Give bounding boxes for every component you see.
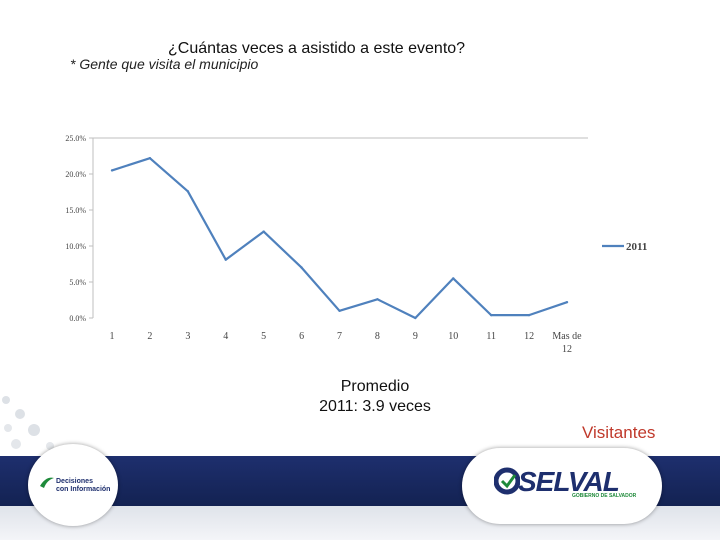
x-tick-label: 6: [299, 331, 304, 342]
data-point: [224, 258, 227, 261]
data-point: [489, 313, 493, 317]
data-point: [565, 300, 569, 304]
y-tick-label: 25.0%: [65, 134, 86, 143]
data-point: [148, 156, 152, 160]
selval-logo-subtext: GOBIERNO DE SALVADOR: [572, 493, 637, 499]
swoosh-icon: [40, 477, 54, 488]
data-point: [527, 313, 531, 317]
logo-left-line-1: Decisiones: [56, 478, 93, 485]
x-tick-label: 7: [337, 331, 342, 342]
selval-logo-text: SELVAL: [518, 466, 620, 497]
slide-subtitle: * Gente que visita el municipio: [70, 56, 259, 72]
line-chart: 0.0%5.0%10.0%15.0%20.0%25.0%1 2 3 4 5 6 7 8 9 10 1…: [65, 134, 647, 355]
series-line-2011: [111, 157, 568, 320]
data-point: [186, 190, 190, 193]
selval-mark-icon: [494, 467, 520, 495]
legend-label: 2011: [626, 241, 647, 253]
x-tick-label: 12: [524, 331, 534, 342]
x-tick-label: 2: [147, 331, 152, 342]
decisiones-logo-text: Decisiones con Información: [56, 478, 110, 494]
data-point: [262, 230, 265, 233]
data-point: [300, 266, 303, 269]
visitors-label: Visitantes: [582, 423, 656, 442]
data-point: [376, 298, 379, 301]
x-tick-label: 5: [261, 331, 266, 342]
slide-title: ¿Cuántas veces a asistido a este evento?: [168, 40, 466, 57]
x-tick-label: 8: [375, 331, 380, 342]
x-tick-label: 1: [110, 331, 115, 342]
average-text: Promedio 2011: 3.9 veces: [300, 377, 450, 417]
data-point: [338, 309, 341, 312]
x-tick-label: Mas de: [552, 331, 582, 342]
y-tick-label: 0.0%: [69, 314, 86, 323]
x-tick-label-line-2: 12: [562, 344, 572, 355]
x-tick-label: 11: [486, 331, 496, 342]
average-line-1: Promedio: [340, 378, 410, 395]
data-point: [414, 316, 417, 320]
x-tick-label: 4: [223, 331, 228, 342]
y-tick-label: 10.0%: [65, 242, 86, 251]
y-tick-label: 20.0%: [65, 170, 86, 179]
average-line-2: 2011: 3.9 veces: [319, 398, 431, 415]
y-tick-label: 5.0%: [69, 278, 86, 287]
x-tick-label: 9: [413, 331, 418, 342]
data-point: [110, 169, 114, 172]
data-point: [452, 277, 455, 280]
logo-left-line-2: con Información: [56, 486, 111, 493]
x-tick-label: 3: [185, 331, 190, 342]
x-tick-label: 10: [448, 331, 458, 342]
y-tick-label: 15.0%: [65, 206, 86, 215]
